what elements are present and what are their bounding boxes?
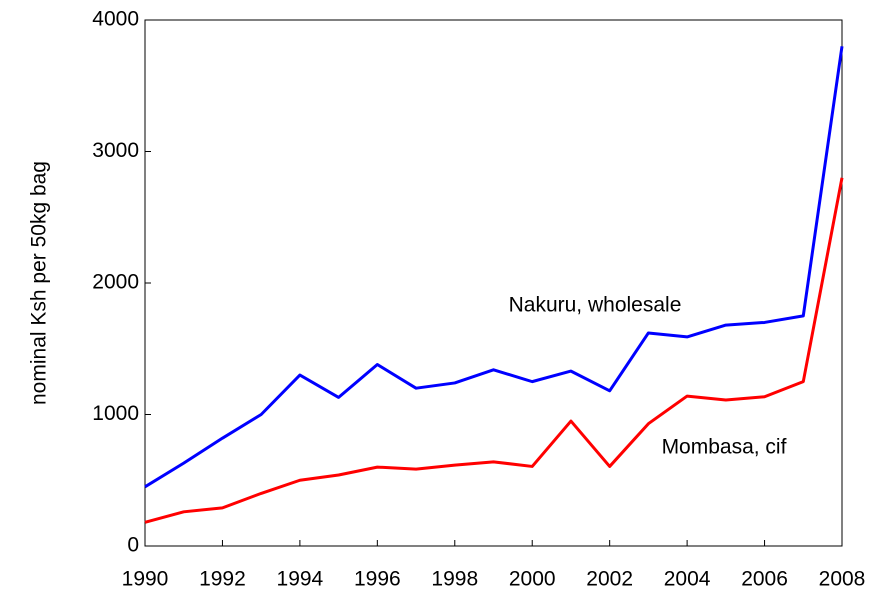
plot-frame [144,19,843,547]
series-label: Mombasa, cif [662,436,787,459]
x-tick-label: 1998 [431,568,478,591]
x-tick-label: 2004 [664,568,711,591]
x-tick-label: 1990 [122,568,169,591]
y-tick-label: 0 [127,534,139,557]
series-label: Nakuru, wholesale [509,294,682,317]
y-tick-label: 3000 [92,139,139,162]
line-series [144,46,844,489]
x-tick-label: 2002 [586,568,633,591]
y-tick-label: 4000 [92,8,139,31]
line-series [144,177,844,524]
y-tick-label: 2000 [92,271,139,294]
y-axis-label: nominal Ksh per 50kg bag [28,161,51,405]
x-tick-label: 1992 [199,568,246,591]
x-tick-label: 1996 [354,568,401,591]
x-tick-label: 2006 [741,568,788,591]
x-tick-label: 2008 [819,568,866,591]
y-tick-label: 1000 [92,402,139,425]
x-tick-label: 2000 [509,568,556,591]
x-tick-label: 1994 [277,568,324,591]
